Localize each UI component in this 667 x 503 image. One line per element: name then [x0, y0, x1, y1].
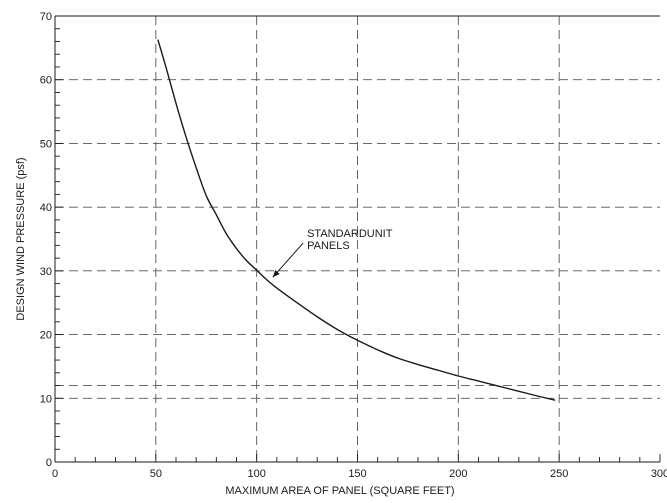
- x-tick-label: 0: [52, 468, 58, 480]
- y-tick-label: 30: [40, 266, 52, 278]
- x-tick-label: 200: [449, 468, 467, 480]
- annotation: STANDARDUNIT PANELS: [272, 228, 393, 278]
- y-tick-label: 10: [40, 393, 52, 405]
- y-tick-label: 60: [40, 75, 52, 87]
- annotation-text-line: PANELS: [307, 240, 350, 252]
- annotation-arrow: [272, 242, 304, 278]
- y-axis-label: DESIGN WIND PRESSURE (psf): [15, 157, 27, 320]
- y-tick-label: 70: [40, 11, 52, 23]
- x-tick-label: 250: [550, 468, 568, 480]
- x-tick-label: 100: [247, 468, 265, 480]
- x-tick-labels: 0 50 100 150 200 250 300: [52, 468, 667, 480]
- grid: [55, 16, 660, 462]
- series-line: [157, 39, 556, 401]
- y-tick-label: 20: [40, 330, 52, 342]
- annotation-text-line: STANDARDUNIT: [307, 228, 393, 240]
- y-tick-labels: 0 10 20 30 40 50 60 70: [40, 11, 52, 469]
- x-tick-label: 300: [651, 468, 667, 480]
- annotation-arrowhead: [272, 270, 280, 278]
- x-axis-label: MAXIMUM AREA OF PANEL (SQUARE FEET): [225, 485, 454, 497]
- y-tick-label: 40: [40, 202, 52, 214]
- y-tick-label: 50: [40, 138, 52, 150]
- plot-frame: [54, 15, 660, 463]
- x-tick-label: 150: [348, 468, 366, 480]
- y-tick-label: 0: [46, 457, 52, 469]
- x-tick-label: 50: [150, 468, 162, 480]
